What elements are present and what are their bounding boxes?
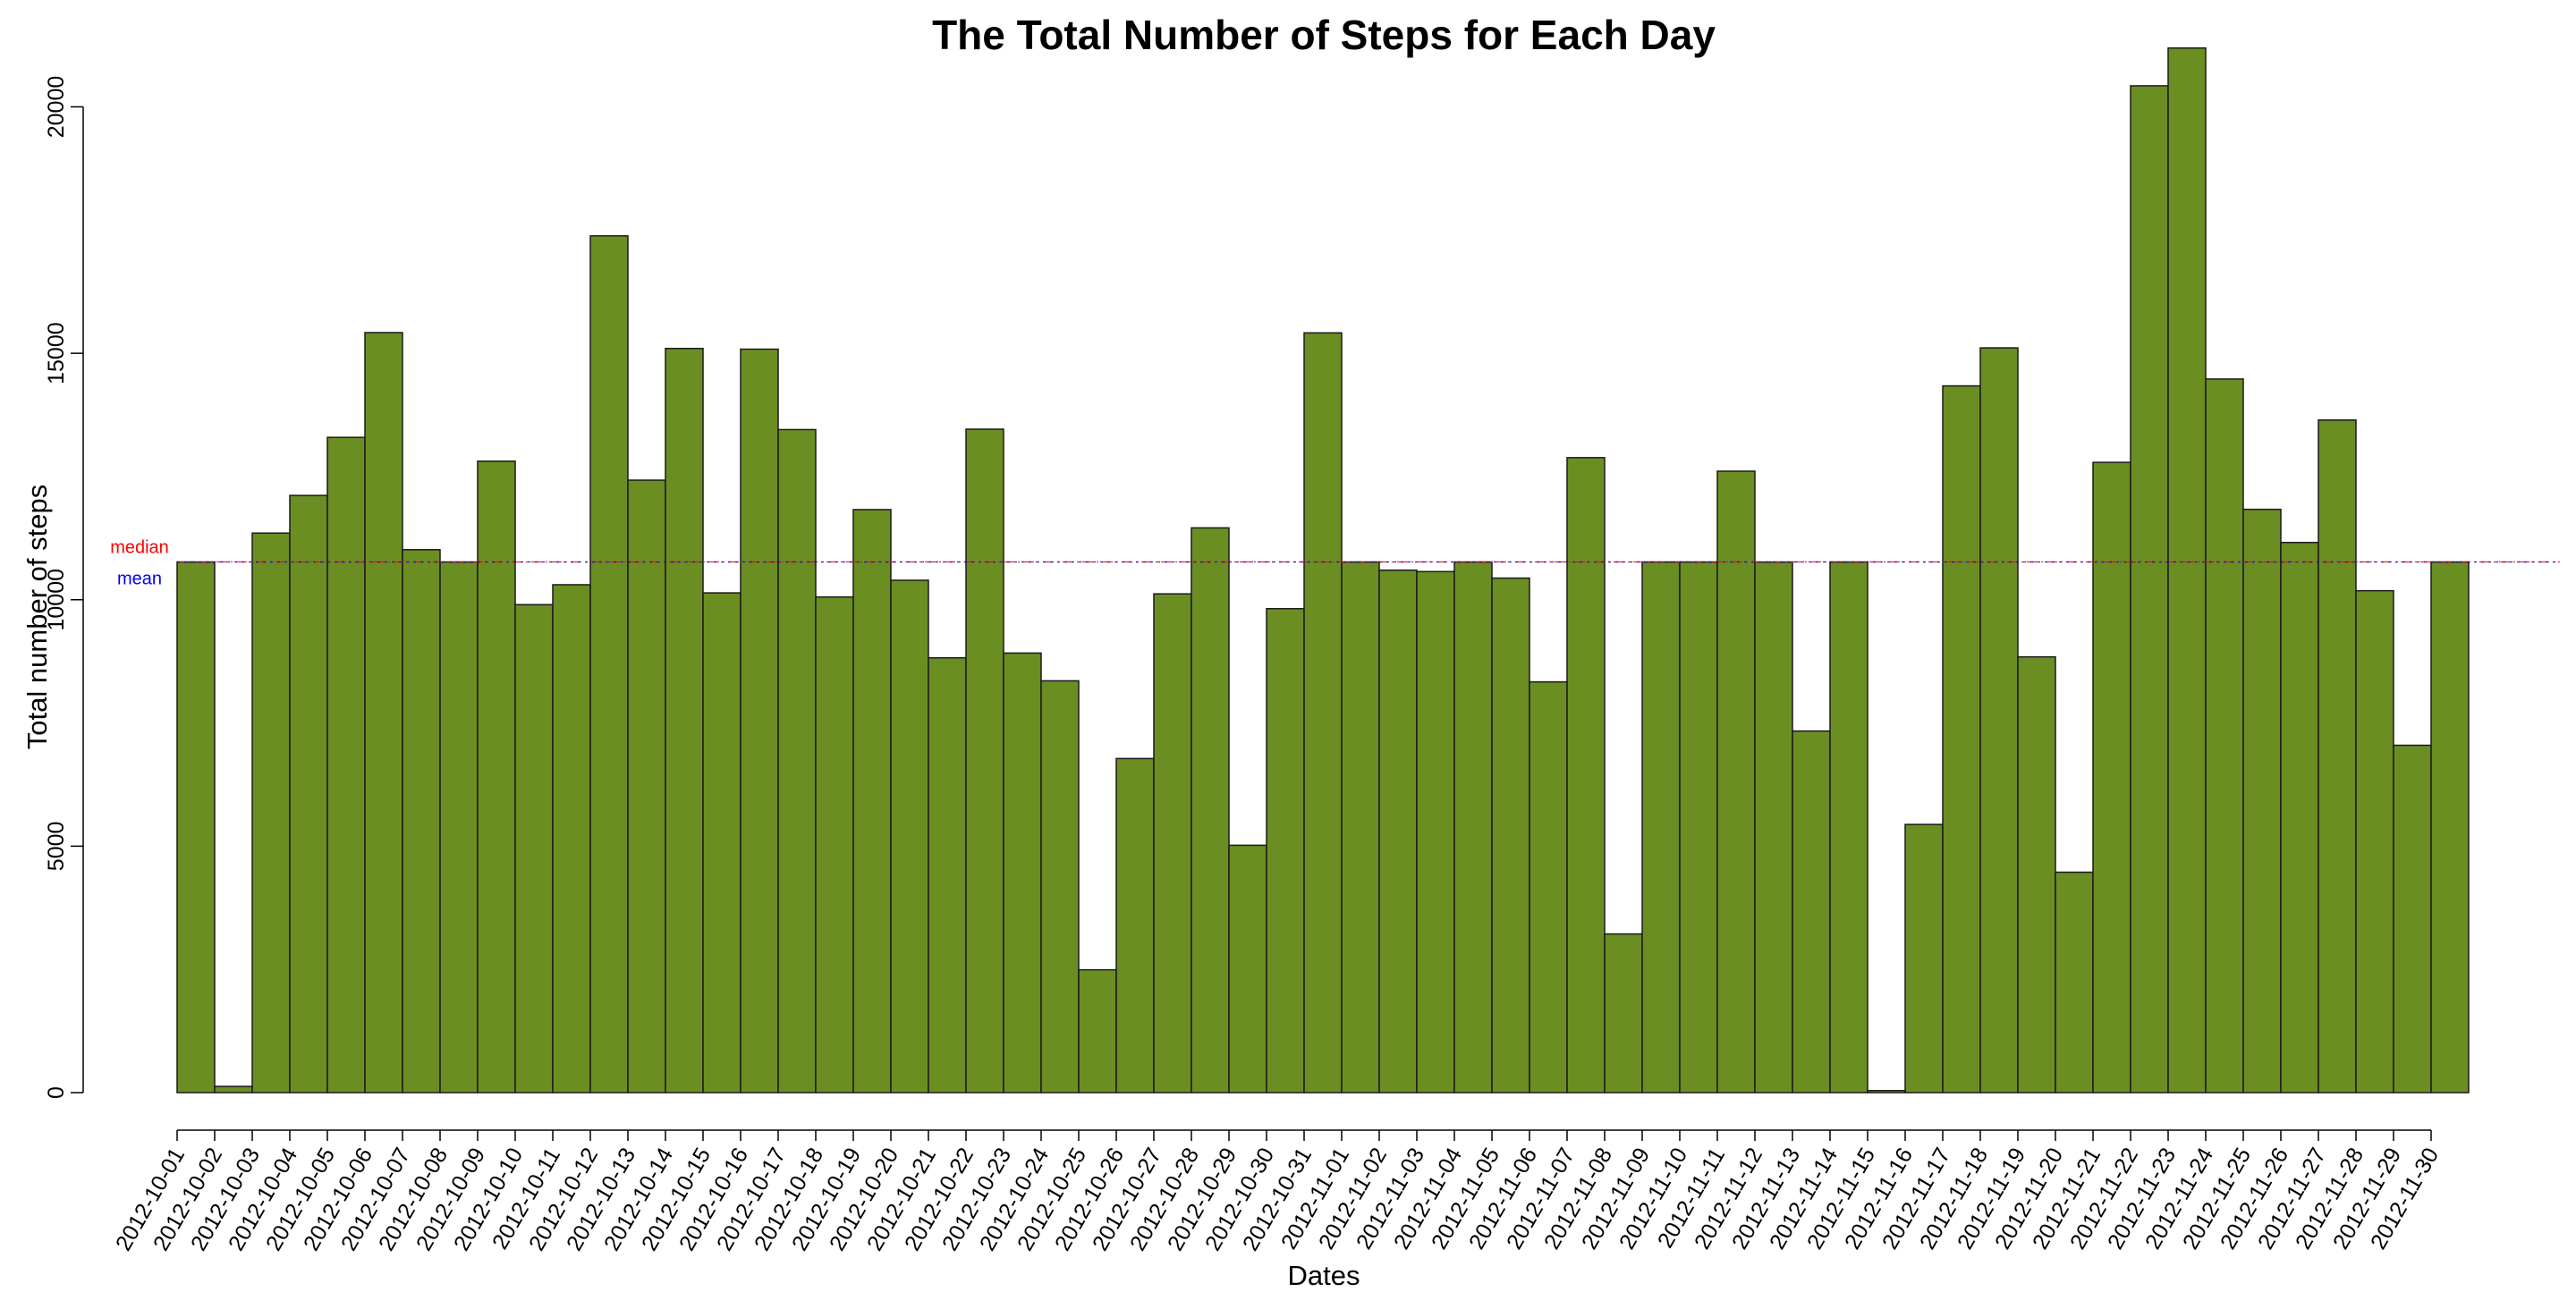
bar-2012-10-20 [890, 579, 929, 1094]
bar-2012-10-01 [176, 561, 216, 1094]
bar-2012-10-18 [815, 595, 854, 1094]
bar-2012-10-23 [1003, 652, 1042, 1094]
bar-2012-11-03 [1416, 570, 1455, 1094]
y-tick-label-10000: 10000 [44, 569, 69, 631]
bar-2012-11-21 [2092, 461, 2131, 1094]
bar-2012-11-22 [2130, 85, 2169, 1094]
bar-2012-10-15 [702, 592, 741, 1094]
bar-2012-11-23 [2167, 46, 2207, 1094]
bar-2012-10-21 [928, 656, 967, 1094]
reference-lines-group: median mean [110, 538, 2560, 589]
bar-2012-10-02 [214, 1085, 253, 1094]
bars-group [176, 46, 2470, 1094]
bar-2012-11-05 [1491, 577, 1530, 1094]
bar-2012-11-30 [2430, 561, 2470, 1094]
bar-2012-10-29 [1228, 844, 1267, 1094]
bar-2012-10-30 [1266, 607, 1305, 1094]
bar-2012-10-09 [477, 460, 516, 1094]
bar-2012-11-15 [1867, 1089, 1906, 1094]
bar-2012-11-18 [1979, 347, 2019, 1094]
bar-2012-10-24 [1040, 680, 1080, 1094]
bar-2012-10-14 [665, 347, 704, 1094]
bar-2012-10-16 [740, 348, 779, 1094]
bar-2012-10-08 [439, 561, 479, 1094]
bar-2012-10-25 [1078, 968, 1117, 1094]
bar-2012-10-04 [289, 494, 328, 1094]
bar-2012-10-11 [552, 584, 591, 1094]
bar-2012-11-26 [2280, 541, 2319, 1094]
bar-2012-10-28 [1191, 527, 1230, 1094]
bar-2012-11-10 [1679, 561, 1718, 1094]
bar-2012-11-24 [2205, 378, 2244, 1094]
y-axis: 0 5000 10000 15000 20000 [44, 76, 84, 1099]
bar-2012-11-17 [1942, 384, 1981, 1094]
y-tick-label-20000: 20000 [44, 76, 69, 139]
median-label: median [110, 538, 169, 558]
bar-2012-11-19 [2017, 655, 2056, 1094]
y-axis-label: Total number of steps [21, 485, 53, 749]
bar-2012-11-06 [1529, 680, 1568, 1094]
x-axis: 2012-10-012012-10-022012-10-032012-10-04… [111, 1129, 2444, 1255]
bar-2012-10-22 [965, 428, 1004, 1094]
x-axis-label: Dates [1288, 1260, 1360, 1288]
bar-2012-10-03 [251, 532, 291, 1094]
bar-2012-11-29 [2393, 744, 2432, 1094]
bar-2012-11-27 [2318, 419, 2357, 1094]
y-tick-label-0: 0 [44, 1086, 69, 1099]
bar-2012-10-13 [627, 479, 666, 1094]
bar-2012-10-06 [364, 332, 403, 1094]
bar-2012-10-17 [777, 428, 817, 1094]
bar-2012-11-11 [1716, 470, 1756, 1094]
y-tick-label-15000: 15000 [44, 322, 69, 384]
bar-2012-11-08 [1604, 933, 1643, 1094]
bar-2012-11-28 [2355, 589, 2394, 1094]
bar-2012-10-05 [326, 436, 366, 1094]
bar-2012-11-12 [1754, 561, 1793, 1094]
bar-2012-11-02 [1378, 569, 1418, 1094]
bar-2012-10-31 [1303, 332, 1343, 1094]
bar-2012-10-10 [514, 604, 554, 1094]
bar-2012-10-26 [1115, 757, 1155, 1094]
bar-2012-11-09 [1641, 561, 1681, 1094]
bar-2012-10-07 [402, 549, 441, 1094]
bar-2012-10-12 [589, 235, 629, 1094]
bar-2012-11-04 [1453, 561, 1493, 1094]
bar-2012-11-20 [2055, 871, 2094, 1094]
mean-label: mean [117, 570, 162, 589]
bar-2012-11-16 [1904, 823, 1944, 1094]
chart-title: The Total Number of Steps for Each Day [932, 12, 1716, 58]
bar-2012-11-01 [1341, 561, 1380, 1094]
bar-2012-11-14 [1829, 561, 1868, 1094]
bar-2012-11-25 [2242, 508, 2282, 1094]
bar-2012-10-19 [852, 509, 892, 1094]
bar-2012-11-13 [1792, 730, 1831, 1094]
bar-2012-10-27 [1153, 593, 1192, 1094]
bar-2012-11-07 [1566, 457, 1606, 1094]
y-tick-label-5000: 5000 [44, 822, 69, 872]
